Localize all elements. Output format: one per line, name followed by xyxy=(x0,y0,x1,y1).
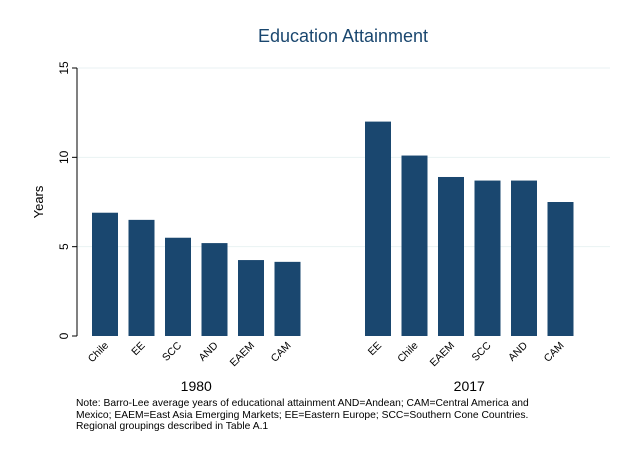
x-tick-label: EE xyxy=(366,340,384,358)
footnote-line: Note: Barro-Lee average years of educati… xyxy=(76,398,529,409)
bar xyxy=(474,180,501,336)
bar xyxy=(511,180,537,336)
y-tick-label: 10 xyxy=(57,150,71,164)
bar xyxy=(274,261,301,336)
y-axis-label: Years xyxy=(31,185,46,218)
group-label: 1980 xyxy=(181,378,212,394)
group-label: 2017 xyxy=(454,378,485,394)
bar xyxy=(438,176,464,336)
x-tick-label: Chile xyxy=(86,340,112,366)
x-tick-label: AND xyxy=(506,339,530,363)
footnote-line: Regional groupings described in Table A.… xyxy=(76,421,269,433)
y-axis: 0 5 10 15 xyxy=(57,61,78,339)
x-tick-label: SCC xyxy=(160,339,184,363)
bar xyxy=(201,243,228,336)
x-tick-label: SCC xyxy=(469,339,493,363)
x-tick-label: EAEM xyxy=(228,340,258,370)
bar xyxy=(128,219,155,336)
bar xyxy=(365,121,391,336)
y-tick-label: 15 xyxy=(57,61,71,75)
footnote: Note: Barro-Lee average years of educati… xyxy=(76,398,621,433)
x-tick-label: CAM xyxy=(269,340,294,365)
x-tick-label: AND xyxy=(196,339,220,363)
bar xyxy=(547,202,574,336)
bars xyxy=(92,121,574,336)
bar xyxy=(401,155,428,336)
bar xyxy=(238,260,264,336)
bar xyxy=(92,212,118,336)
x-tick-label: EAEM xyxy=(428,340,458,370)
footnote-line: Mexico; EAEM=East Asia Emerging Markets;… xyxy=(76,409,529,421)
group-labels: 1980 2017 xyxy=(181,378,485,394)
y-tick-label: 0 xyxy=(57,332,71,339)
chart-title: Education Attainment xyxy=(258,26,428,46)
bar xyxy=(165,237,191,336)
x-tick-label: CAM xyxy=(542,340,567,365)
x-tick-label: EE xyxy=(129,340,147,358)
y-tick-label: 5 xyxy=(57,243,71,250)
x-tick-labels: Chile EE SCC AND EAEM CAM EE Chile EAEM SCC AND CAM xyxy=(86,339,567,369)
x-tick-label: Chile xyxy=(395,340,421,366)
